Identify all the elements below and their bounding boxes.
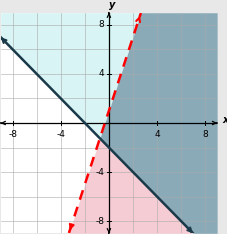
Text: -8: -8 <box>95 216 104 226</box>
Text: 4: 4 <box>98 69 104 78</box>
Text: -4: -4 <box>95 168 104 176</box>
Text: y: y <box>109 0 115 10</box>
Text: 8: 8 <box>98 20 104 29</box>
Text: x: x <box>221 115 227 125</box>
Text: -8: -8 <box>8 130 17 139</box>
Text: 4: 4 <box>153 130 159 139</box>
Text: -4: -4 <box>56 130 65 139</box>
Text: 8: 8 <box>201 130 207 139</box>
